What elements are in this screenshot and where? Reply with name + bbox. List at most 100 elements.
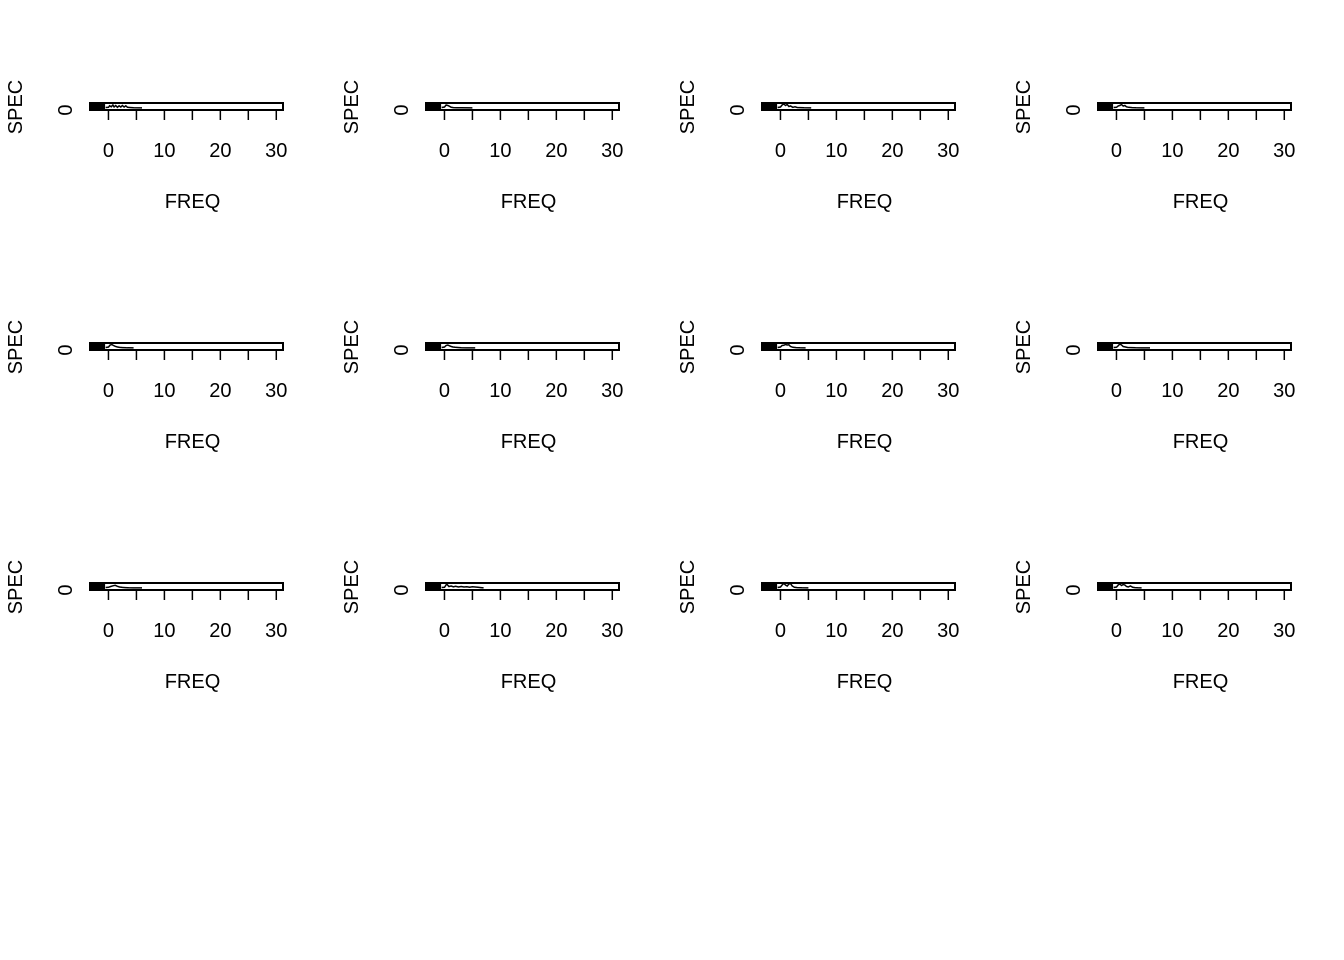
y-tick-label: 0 [55,344,77,355]
plot-box [425,102,620,111]
x-tick-label: 0 [775,620,786,642]
x-tick-label: 20 [881,140,903,162]
x-tick-label: 0 [439,380,450,402]
y-axis-label: SPEC [341,320,363,374]
y-axis-label: SPEC [5,80,27,134]
x-tick-label: 0 [775,140,786,162]
y-axis-label: SPEC [677,80,699,134]
x-tick-label: 20 [545,140,567,162]
x-tick-label: 20 [1217,140,1239,162]
x-tick-label: 30 [937,620,959,642]
x-tick-label: 30 [601,140,623,162]
spectrum-line [105,343,134,349]
dense-spectrum-block [426,103,442,110]
dense-spectrum-block [90,103,106,110]
x-tick-label: 10 [1161,620,1183,642]
dense-spectrum-block [762,343,778,350]
spectrum-panel: 0 10 20 30 FREQ 0 SPEC [1013,560,1295,693]
x-tick-label: 20 [1217,380,1239,402]
x-tick-label: 10 [489,140,511,162]
x-tick-label: 30 [601,620,623,642]
x-axis-label: FREQ [501,431,557,453]
x-tick-label: 30 [937,140,959,162]
x-tick-label: 20 [209,620,231,642]
spectrum-line [441,582,484,589]
dense-spectrum-block [1098,583,1114,590]
x-tick-label: 20 [209,140,231,162]
x-tick-label: 10 [825,140,847,162]
x-tick-label: 10 [1161,380,1183,402]
x-tick-label: 10 [153,380,175,402]
x-tick-label: 10 [825,620,847,642]
x-tick-label: 30 [265,380,287,402]
x-tick-label: 20 [545,380,567,402]
spectrum-line [1113,343,1150,349]
x-tick-label: 10 [1161,140,1183,162]
spectrum-line [777,343,806,349]
x-axis-label: FREQ [165,431,221,453]
x-tick-label: 0 [439,620,450,642]
spectrum-line [777,103,812,109]
x-tick-label: 0 [103,140,114,162]
spectrum-panel: 0 10 20 30 FREQ 0 SPEC [341,80,623,213]
y-tick-label: 0 [1063,104,1085,115]
spectrum-line [1113,583,1142,589]
dense-spectrum-block [90,583,106,590]
spectrum-panel: 0 10 20 30 FREQ 0 SPEC [677,80,959,213]
spectrum-panel: 0 10 20 30 FREQ 0 SPEC [5,560,287,693]
x-tick-label: 20 [545,620,567,642]
x-tick-label: 20 [881,620,903,642]
x-axis-label: FREQ [1173,191,1229,213]
x-tick-label: 10 [153,140,175,162]
x-tick-label: 30 [265,620,287,642]
x-tick-label: 0 [1111,620,1122,642]
y-tick-label: 0 [1063,344,1085,355]
y-tick-label: 0 [55,104,77,115]
spectrum-line [105,103,143,109]
y-tick-label: 0 [727,344,749,355]
x-tick-label: 30 [1273,620,1295,642]
spectrum-line [441,344,476,349]
y-axis-label: SPEC [5,320,27,374]
spectrum-line [105,584,142,589]
x-axis-label: FREQ [837,431,893,453]
y-tick-label: 0 [727,584,749,595]
y-axis-label: SPEC [1013,560,1035,614]
dense-spectrum-block [762,583,778,590]
y-axis-label: SPEC [5,560,27,614]
x-tick-label: 30 [1273,140,1295,162]
x-tick-label: 0 [775,380,786,402]
spectrum-panel: 0 10 20 30 FREQ 0 SPEC [1013,320,1295,453]
x-tick-label: 0 [439,140,450,162]
spectrum-panel: 0 10 20 30 FREQ 0 SPEC [677,560,959,693]
x-tick-label: 0 [103,620,114,642]
dense-spectrum-block [762,103,778,110]
dense-spectrum-block [1098,343,1114,350]
spectrum-panel: 0 10 20 30 FREQ 0 SPEC [677,320,959,453]
spectrum-line [777,582,809,589]
spectrum-panel: 0 10 20 30 FREQ 0 SPEC [1013,80,1295,213]
plot-box [425,342,620,351]
x-tick-label: 30 [601,380,623,402]
spectrum-panel: 0 10 20 30 FREQ 0 SPEC [341,560,623,693]
spectrum-panel: 0 10 20 30 FREQ 0 SPEC [5,80,287,213]
x-tick-label: 20 [1217,620,1239,642]
x-axis-label: FREQ [837,671,893,693]
y-tick-label: 0 [391,104,413,115]
x-tick-label: 10 [153,620,175,642]
dense-spectrum-block [90,343,106,350]
x-axis-label: FREQ [165,191,221,213]
spectrum-panel: 0 10 20 30 FREQ 0 SPEC [341,320,623,453]
x-tick-label: 0 [103,380,114,402]
x-tick-label: 10 [825,380,847,402]
x-axis-label: FREQ [501,671,557,693]
y-tick-label: 0 [1063,584,1085,595]
y-axis-label: SPEC [677,560,699,614]
x-tick-label: 30 [265,140,287,162]
y-tick-label: 0 [391,584,413,595]
x-tick-label: 20 [881,380,903,402]
x-tick-label: 0 [1111,380,1122,402]
spectrum-panel: 0 10 20 30 FREQ 0 SPEC [5,320,287,453]
x-axis-label: FREQ [1173,671,1229,693]
